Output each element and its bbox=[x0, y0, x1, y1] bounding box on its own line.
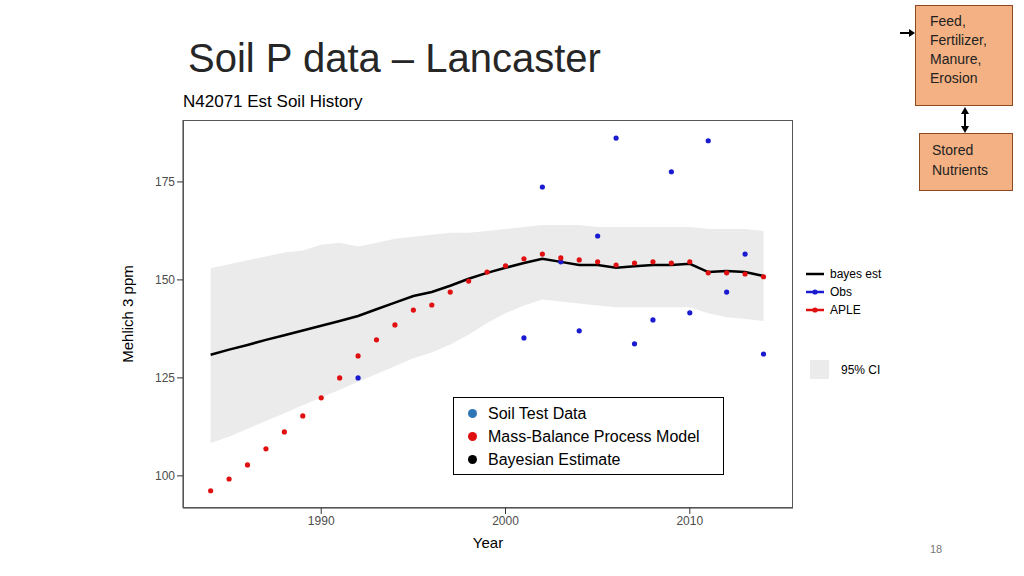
html-text:Soil P data – Lancaster: Soil P data – Lancaster bbox=[188, 36, 601, 80]
html-text:95% CI: 95% CI bbox=[841, 362, 881, 377]
html-text:Obs: Obs bbox=[830, 285, 852, 299]
svg-text:125: 125 bbox=[155, 371, 175, 385]
html-text:Mass-Balance Process Model: Mass-Balance Process Model bbox=[488, 427, 700, 445]
svg-text:Mehlich 3 ppm: Mehlich 3 ppm bbox=[120, 265, 136, 363]
html-text:Bayesian Estimate: Bayesian Estimate bbox=[488, 450, 621, 468]
html-text:Stored Nutrients: Stored Nutrients bbox=[932, 142, 988, 178]
svg-text:Year: Year bbox=[473, 534, 503, 550]
svg-text:150: 150 bbox=[155, 273, 175, 287]
svg-text:1990: 1990 bbox=[308, 514, 335, 528]
html-text:18: 18 bbox=[930, 543, 943, 555]
html-text:Feed, Fertilizer, Manure, Eros: Feed, Fertilizer, Manure, Erosion bbox=[930, 13, 987, 86]
svg-text:100: 100 bbox=[155, 469, 175, 483]
svg-text:2000: 2000 bbox=[492, 514, 519, 528]
html-text:bayes est: bayes est bbox=[830, 267, 882, 281]
html-text:Soil Test Data: Soil Test Data bbox=[488, 404, 587, 422]
svg-text:175: 175 bbox=[155, 175, 175, 189]
html-text:N42071 Est Soil History: N42071 Est Soil History bbox=[183, 92, 363, 111]
svg-text:2010: 2010 bbox=[676, 514, 703, 528]
html-text:APLE: APLE bbox=[830, 303, 861, 317]
